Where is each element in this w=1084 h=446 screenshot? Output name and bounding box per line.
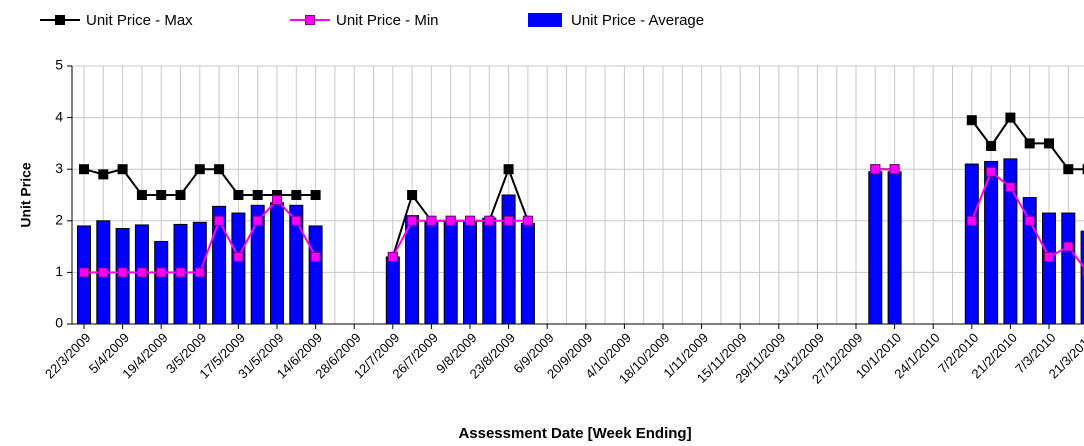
marker — [136, 267, 147, 278]
marker — [407, 190, 418, 200]
marker — [1005, 112, 1016, 123]
marker — [966, 215, 977, 226]
bar — [212, 205, 227, 325]
marker — [175, 190, 186, 200]
marker — [503, 164, 514, 175]
bar — [1042, 212, 1056, 325]
legend-marker — [55, 15, 65, 25]
bar — [231, 212, 246, 325]
y-tick-label: 2 — [55, 212, 63, 228]
marker — [407, 215, 418, 226]
legend-swatch — [528, 13, 562, 27]
bar — [984, 160, 999, 325]
marker — [1044, 138, 1054, 149]
marker — [870, 164, 881, 175]
bar — [1022, 197, 1037, 325]
y-tick-label: 0 — [55, 315, 63, 331]
marker — [291, 190, 302, 200]
bar — [868, 171, 883, 325]
bar — [520, 222, 535, 325]
marker — [310, 251, 321, 262]
y-axis-title: Unit Price — [18, 162, 34, 228]
marker — [986, 166, 997, 177]
marker — [889, 164, 900, 175]
marker — [966, 115, 977, 126]
x-axis-title: Assessment Date [Week Ending] — [458, 425, 691, 442]
marker — [79, 267, 89, 278]
bar — [154, 240, 169, 325]
bar — [424, 220, 439, 325]
marker — [1005, 182, 1016, 193]
bar — [1080, 230, 1084, 325]
marker — [1063, 241, 1074, 252]
marker — [503, 215, 514, 226]
marker — [79, 164, 89, 175]
marker — [194, 267, 205, 278]
bar — [482, 217, 497, 325]
marker — [98, 169, 109, 180]
marker — [522, 215, 533, 226]
marker — [194, 164, 205, 175]
bar — [463, 220, 477, 325]
marker — [1063, 164, 1074, 175]
bar — [250, 204, 265, 325]
marker — [233, 251, 244, 262]
marker — [136, 190, 147, 200]
legend-marker — [305, 15, 315, 25]
marker — [117, 164, 128, 175]
marker — [986, 140, 997, 151]
bar — [270, 202, 284, 325]
marker — [252, 215, 263, 226]
marker — [272, 195, 282, 206]
y-tick-label: 3 — [55, 160, 63, 176]
marker — [387, 251, 398, 262]
marker — [252, 190, 263, 200]
legend-label: Unit Price - Average — [571, 12, 704, 29]
y-tick-label: 1 — [55, 263, 63, 279]
bar — [964, 163, 979, 325]
marker — [291, 215, 302, 226]
marker — [445, 215, 456, 226]
bar — [1061, 212, 1076, 325]
bar — [308, 225, 323, 325]
legend-label: Unit Price - Max — [86, 12, 193, 29]
bar — [289, 204, 304, 325]
marker — [156, 267, 167, 278]
marker — [175, 267, 186, 278]
marker — [214, 215, 225, 226]
marker — [117, 267, 128, 278]
legend-label: Unit Price - Min — [336, 12, 439, 29]
marker — [156, 190, 167, 200]
marker — [1024, 138, 1035, 149]
marker — [310, 190, 321, 200]
marker — [465, 215, 475, 226]
bar — [1003, 158, 1018, 325]
marker — [426, 215, 437, 226]
marker — [1044, 251, 1054, 262]
marker — [233, 190, 244, 200]
marker — [484, 215, 495, 226]
bar — [887, 171, 902, 325]
bar — [385, 256, 400, 325]
x-tick-label: 22/3/2009 — [42, 330, 94, 382]
bar — [501, 194, 516, 325]
marker — [98, 267, 109, 278]
marker — [214, 164, 225, 175]
bar — [405, 215, 420, 325]
y-tick-label: 4 — [55, 108, 63, 124]
bar — [443, 220, 458, 325]
marker — [1024, 215, 1035, 226]
y-tick-label: 5 — [55, 57, 63, 73]
